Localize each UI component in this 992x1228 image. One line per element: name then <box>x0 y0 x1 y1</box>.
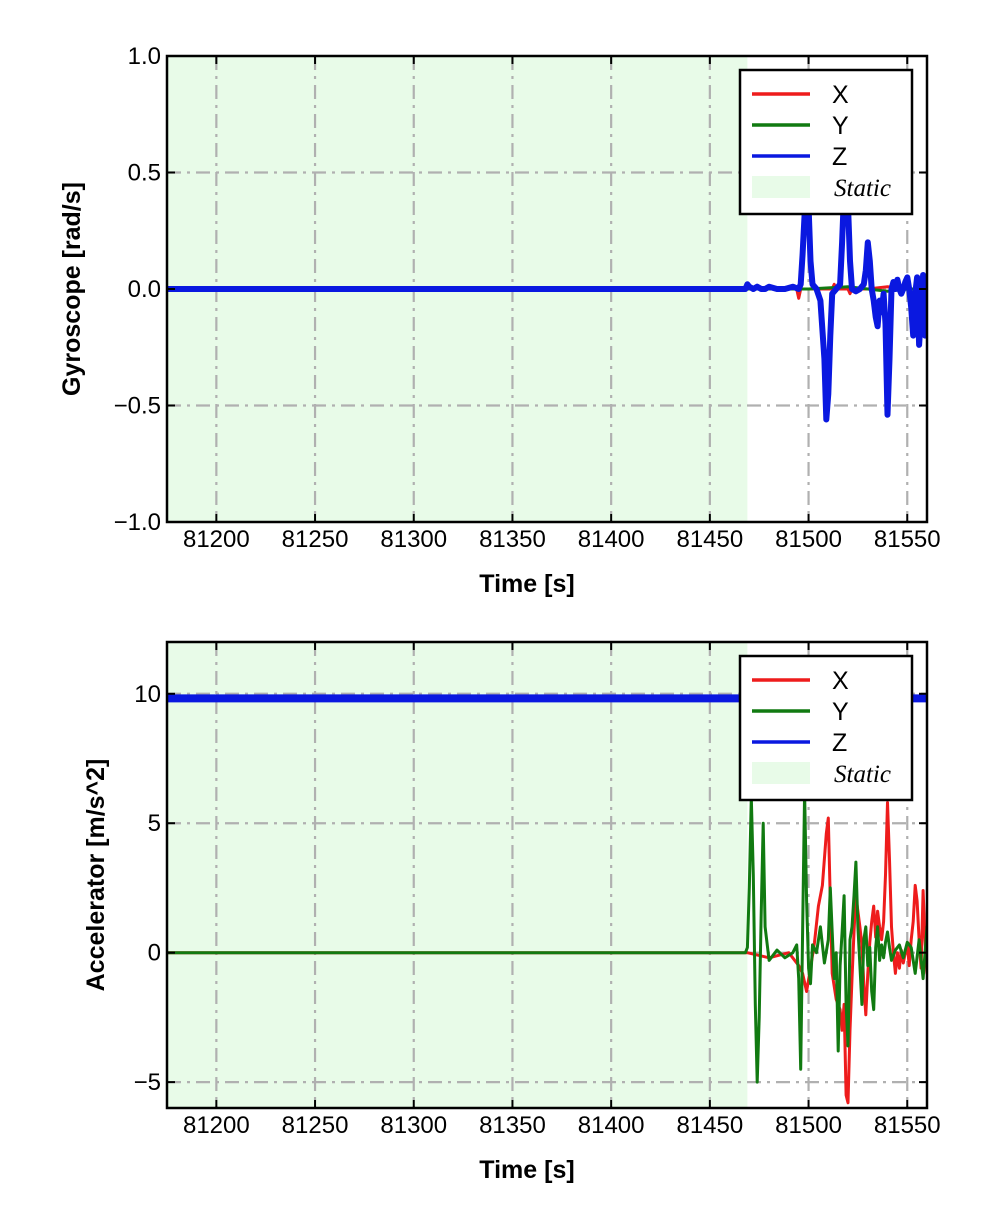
axes-frame <box>165 640 929 1110</box>
legend-label-static: Static <box>834 175 891 202</box>
x-tick-label: 81200 <box>183 526 250 553</box>
legend-label-x: X <box>832 81 849 109</box>
static-region <box>167 642 748 1108</box>
y-tick-label: 0.0 <box>128 276 161 303</box>
x-tick-label: 81300 <box>380 1112 447 1139</box>
y-axis-label: Accelerator [m/s^2] <box>82 759 110 992</box>
y-tick-label: 5 <box>148 810 161 837</box>
x-tick-label: 81450 <box>676 526 743 553</box>
x-axis-label: Time [s] <box>479 1156 574 1184</box>
series-line-y <box>167 790 927 1084</box>
legend-label-y: Y <box>832 698 849 726</box>
y-tick-label: 10 <box>134 681 161 708</box>
legend-label-z: Z <box>832 143 847 171</box>
x-tick-label: 81550 <box>874 526 941 553</box>
legend-swatch-static <box>752 176 810 198</box>
x-axis-label: Time [s] <box>479 570 574 598</box>
y-tick-label: 0.5 <box>128 160 161 187</box>
x-tick-label: 81200 <box>183 1112 250 1139</box>
y-tick-label: −5 <box>134 1069 161 1096</box>
chart-panel-2: 81200 81250 81300 81350 81400 81450 81500 81550… <box>82 640 941 1184</box>
x-tick-label: 81450 <box>676 1112 743 1139</box>
x-tick-label: 81350 <box>479 526 546 553</box>
x-tick-label: 81250 <box>282 1112 349 1139</box>
y-axis-label: Gyroscope [rad/s] <box>58 182 86 396</box>
legend-label-static: Static <box>834 761 891 788</box>
x-tick-label: 81500 <box>775 1112 842 1139</box>
chart-panel-1: 81200 81250 81300 81350 81400 81450 81500 81550… <box>58 43 941 598</box>
x-tick-label: 81300 <box>380 526 447 553</box>
legend-swatch-static <box>752 762 810 784</box>
x-tick-label: 81550 <box>874 1112 941 1139</box>
legend: XYZ Static <box>738 68 914 216</box>
y-tick-label: 0 <box>148 940 161 967</box>
legend-label-z: Z <box>832 729 847 757</box>
series-group <box>167 169 927 423</box>
legend-label-y: Y <box>832 112 849 140</box>
x-tick-label: 81350 <box>479 1112 546 1139</box>
y-tick-label: −1.0 <box>114 509 161 536</box>
x-tick-label: 81500 <box>775 526 842 553</box>
legend: XYZ Static <box>738 654 914 802</box>
series-line-z <box>167 169 927 423</box>
x-tick-label: 81400 <box>578 526 645 553</box>
y-tick-label: −0.5 <box>114 393 161 420</box>
legend-label-x: X <box>832 667 849 695</box>
x-tick-label: 81250 <box>282 526 349 553</box>
x-tick-label: 81400 <box>578 1112 645 1139</box>
y-tick-label: 1.0 <box>128 43 161 70</box>
